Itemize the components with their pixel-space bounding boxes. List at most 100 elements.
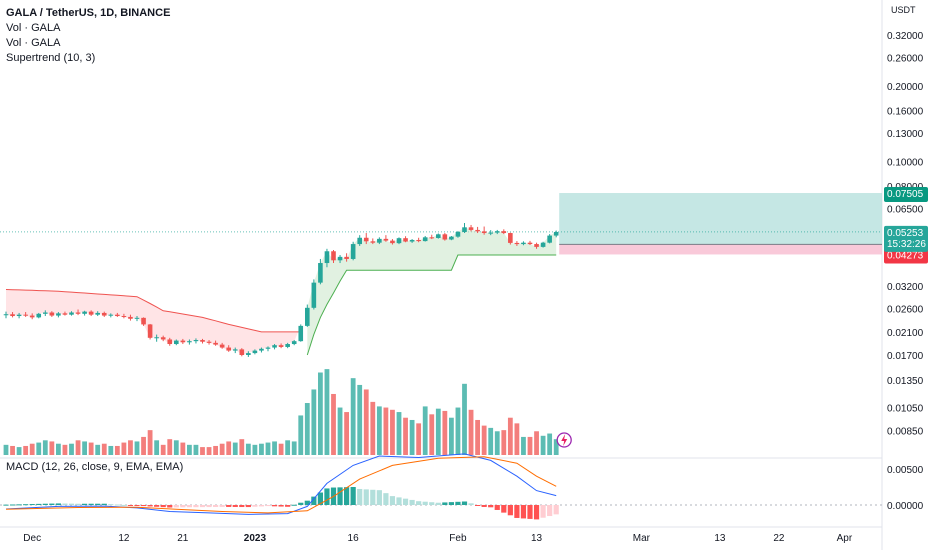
- macd-signal-line: [5, 456, 557, 514]
- volume-bar: [311, 389, 317, 455]
- volume-bar: [3, 444, 9, 455]
- macd-histogram-bar: [527, 505, 533, 519]
- volume-bar: [475, 419, 480, 455]
- candle-body: [449, 236, 454, 240]
- candle-body: [508, 233, 513, 243]
- volume-bar: [363, 389, 369, 455]
- candle-body: [62, 313, 68, 315]
- macd-histogram-bar: [226, 505, 232, 507]
- supertrend-uptrend-line: [306, 254, 557, 356]
- volume-bar: [429, 414, 435, 455]
- candle-body: [527, 242, 533, 245]
- macd-histogram-bar: [68, 503, 75, 505]
- candle-body: [442, 234, 448, 240]
- volume-bar: [16, 447, 22, 455]
- macd-histogram-bar: [88, 503, 94, 505]
- indicator-supertrend[interactable]: Supertrend (10, 3): [6, 52, 96, 64]
- volume-bar: [134, 441, 140, 455]
- symbol-title[interactable]: GALA / TetherUS, 1D, BINANCE: [6, 7, 171, 19]
- price-scale-label: 0.02100: [887, 328, 924, 339]
- last-price-badge: [884, 225, 928, 252]
- macd-histogram-bar: [23, 504, 29, 506]
- macd-histogram-bar: [147, 505, 153, 507]
- volume-bar: [383, 407, 389, 455]
- macd-histogram-bar: [448, 502, 454, 505]
- macd-histogram-bar: [317, 492, 323, 505]
- chart-legend: GALA / TetherUS, 1D, BINANCE Vol · GALA …: [6, 6, 170, 66]
- volume-bar: [318, 372, 323, 455]
- volume-bar: [121, 442, 127, 455]
- macd-histogram-bar: [121, 504, 127, 506]
- macd-histogram-bar: [82, 503, 88, 505]
- supertrend-downtrend-line: [5, 289, 301, 333]
- price-scale-label: 0.26000: [887, 54, 924, 65]
- candle-body: [193, 340, 199, 342]
- volume-bar: [462, 383, 467, 455]
- macd-histogram-bar: [199, 505, 206, 508]
- volume-bar: [69, 443, 74, 455]
- indicator-macd[interactable]: MACD (12, 26, close, 9, EMA, EMA): [6, 461, 184, 473]
- volume-bar: [128, 440, 133, 455]
- candle-body: [219, 344, 225, 348]
- volume-bar: [435, 408, 441, 455]
- macd-histogram-bar: [533, 505, 540, 520]
- macd-histogram-bar: [114, 504, 120, 506]
- volume-bar: [521, 436, 526, 455]
- volume-bar: [252, 444, 258, 455]
- candle-body: [298, 325, 304, 342]
- candle-body: [108, 314, 114, 316]
- macd-histogram-bar: [324, 488, 330, 505]
- macd-histogram-bar: [357, 488, 363, 505]
- candle-body: [10, 314, 15, 317]
- macd-histogram-bar: [337, 487, 343, 505]
- time-axis-label: 12: [118, 533, 130, 544]
- volume-bar: [245, 443, 251, 455]
- macd-histogram-bar: [291, 504, 297, 506]
- candle-body: [462, 227, 467, 232]
- macd-histogram-bar: [154, 505, 160, 507]
- candle-body: [206, 341, 212, 343]
- candle-body: [534, 244, 539, 247]
- price-scale-label: 0.10000: [887, 158, 924, 169]
- volume-bar: [49, 441, 55, 455]
- target-price-badge: [884, 187, 928, 203]
- indicator-volume-2[interactable]: Vol · GALA: [6, 37, 61, 49]
- candle-body: [429, 237, 435, 239]
- target-price-badge-text: 0.07505: [887, 189, 924, 200]
- macd-histogram-bar: [140, 505, 147, 507]
- volume-bar: [226, 441, 232, 455]
- candle-body: [101, 312, 107, 316]
- time-axis-label: 13: [714, 533, 726, 544]
- candle-body: [49, 312, 55, 316]
- time-axis-label: 21: [177, 533, 189, 544]
- macd-histogram-bar: [514, 505, 520, 518]
- macd-histogram-bar: [383, 493, 389, 505]
- candle-body: [324, 251, 330, 264]
- volume-bar: [219, 443, 225, 455]
- volume-bar: [285, 440, 291, 455]
- candle-body: [344, 256, 349, 259]
- last-price-badge-text: 15:32:26: [887, 239, 926, 250]
- volume-bar: [187, 444, 192, 455]
- volume-bar: [10, 445, 15, 455]
- volume-bar: [468, 409, 474, 455]
- macd-histogram-bar: [186, 505, 192, 508]
- volume-bar: [108, 445, 114, 455]
- price-scale-label: 0.01350: [887, 376, 924, 387]
- candle-body: [521, 242, 526, 245]
- candle-body: [180, 340, 186, 343]
- price-scale-label: 0.13000: [887, 129, 924, 140]
- candle-body: [16, 314, 22, 317]
- volume-bar: [481, 425, 487, 455]
- candle-body: [416, 239, 421, 242]
- candle-body: [305, 307, 310, 326]
- macd-histogram-bar: [547, 505, 553, 517]
- macd-histogram-bar: [3, 504, 9, 506]
- candle-body: [200, 340, 205, 342]
- supertrend-downtrend-fill: [6, 289, 301, 355]
- volume-bar: [501, 430, 507, 455]
- macd-histogram-bar: [95, 503, 101, 505]
- indicator-volume-1[interactable]: Vol · GALA: [6, 22, 61, 34]
